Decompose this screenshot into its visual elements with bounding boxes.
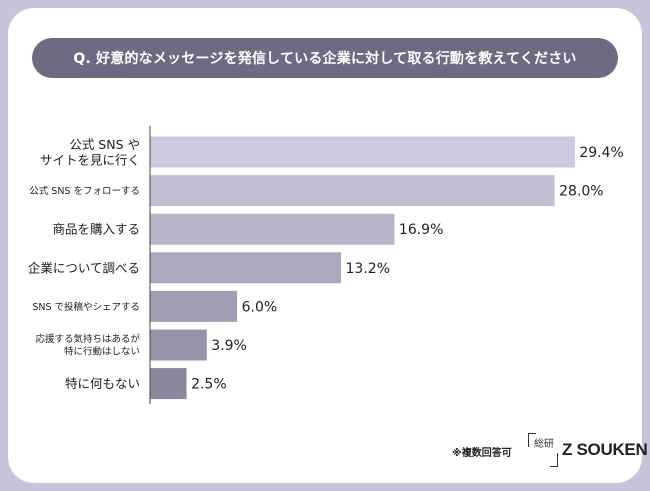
logo-mark-text: 総研 [534,439,554,450]
category-label-0-line-0: 公式 SNS や [69,137,140,152]
bar-3 [150,252,342,284]
bar-0 [150,136,575,168]
logo-name: Z SOUKEN [562,440,648,459]
zsouken-logo: 総研 Z SOUKEN [528,433,648,467]
category-label-4: SNS で投稿やシェアする [32,301,140,313]
bar-5 [150,329,207,361]
category-label-0-line-1: サイトを見に行く [40,152,140,167]
category-label-5-line-0: 応援する気持ちはあるが [35,333,140,345]
value-label-5: 3.9% [211,338,247,354]
bar-1 [150,175,555,207]
value-label-2: 16.9% [399,222,443,238]
category-label-2: 商品を購入する [52,222,140,237]
bar-6 [150,368,187,400]
category-label-3: 企業について調べる [28,260,140,275]
logo-mark: 総研 [528,433,558,467]
chart-card [8,8,642,483]
value-label-6: 2.5% [191,377,227,393]
category-label-6: 特に何もない [65,376,140,391]
footnote: ※複数回答可 [452,448,512,459]
bar-4 [150,290,238,322]
value-label-3: 13.2% [346,261,390,277]
value-label-0: 29.4% [579,145,623,161]
value-label-4: 6.0% [242,299,278,315]
category-label-5-line-1: 特に行動はしない [64,346,140,358]
value-label-1: 28.0% [559,184,603,200]
bar-2 [150,213,395,245]
category-label-1: 公式 SNS をフォローする [29,185,140,197]
question-title: Q. 好意的なメッセージを発信している企業に対して取る行動を教えてください [32,38,618,78]
